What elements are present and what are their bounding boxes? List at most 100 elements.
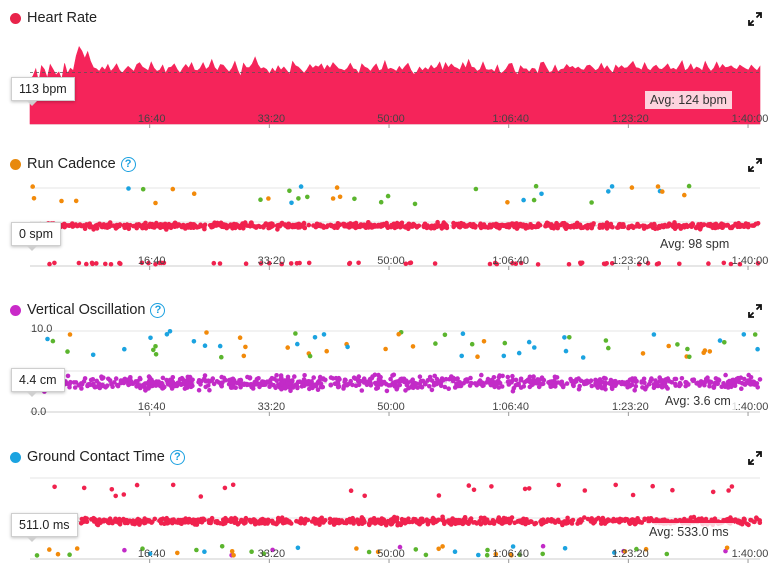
- data-point: [194, 547, 199, 553]
- data-point: [378, 199, 384, 205]
- x-tick-label: 16:40: [138, 255, 166, 267]
- data-point: [502, 340, 508, 346]
- x-tick-label: 1:23:20: [612, 548, 649, 560]
- expand-icon[interactable]: [748, 12, 762, 26]
- vertical-oscillation-panel: Vertical Oscillation ? 16:40 33:20 50:00 1:…: [0, 300, 770, 425]
- ground-contact-time-title: Ground Contact Time ?: [10, 447, 185, 467]
- data-point: [460, 331, 466, 336]
- data-point: [60, 222, 65, 228]
- data-point: [353, 220, 359, 226]
- data-point: [298, 184, 304, 189]
- data-point: [463, 377, 468, 383]
- data-point: [635, 516, 640, 521]
- data-point: [394, 379, 400, 384]
- data-point: [755, 385, 760, 390]
- data-point: [278, 377, 283, 382]
- data-point: [347, 260, 353, 266]
- data-point: [174, 224, 180, 229]
- data-point: [362, 377, 367, 382]
- data-point: [726, 380, 732, 385]
- data-point: [258, 197, 263, 202]
- data-point: [230, 380, 235, 386]
- x-tick-label: 16:40: [138, 113, 166, 125]
- data-point: [549, 222, 554, 227]
- data-point: [65, 349, 70, 354]
- data-point: [562, 546, 568, 551]
- data-point: [249, 549, 254, 554]
- data-point: [346, 381, 351, 387]
- expand-icon[interactable]: [748, 158, 762, 172]
- data-point: [431, 516, 436, 522]
- data-point: [494, 261, 500, 267]
- data-point: [237, 224, 243, 230]
- data-point: [231, 553, 236, 558]
- data-point: [439, 517, 445, 523]
- data-point: [685, 346, 690, 352]
- help-icon[interactable]: ?: [150, 302, 166, 318]
- data-point: [206, 383, 211, 388]
- expand-icon[interactable]: [748, 451, 762, 465]
- data-point: [254, 376, 260, 382]
- expand-icon[interactable]: [748, 304, 762, 318]
- data-point: [722, 340, 727, 345]
- data-point: [345, 344, 350, 350]
- data-point: [642, 516, 647, 522]
- data-point: [554, 375, 560, 380]
- data-point: [736, 221, 741, 227]
- data-point: [742, 376, 747, 382]
- data-point: [468, 375, 473, 381]
- data-point: [625, 379, 630, 385]
- data-point: [392, 225, 398, 231]
- data-point: [506, 379, 512, 384]
- data-point: [629, 382, 635, 387]
- run-cadence-title-text: Run Cadence: [27, 156, 116, 172]
- data-point: [277, 223, 283, 228]
- data-point: [290, 223, 296, 229]
- data-point: [160, 375, 166, 381]
- data-point: [104, 383, 110, 388]
- data-point: [302, 373, 307, 378]
- data-point: [179, 375, 185, 381]
- data-point: [275, 520, 281, 525]
- data-point: [438, 383, 444, 389]
- data-point: [599, 385, 605, 391]
- vertical-oscillation-chart: 16:40 33:20 50:00 1:06:40 1:23:20 1:40:00: [30, 329, 768, 416]
- data-point: [126, 186, 131, 191]
- data-point: [526, 225, 531, 230]
- help-icon[interactable]: ?: [120, 156, 136, 172]
- data-point: [411, 516, 416, 522]
- data-point: [466, 483, 472, 488]
- data-point: [118, 261, 123, 266]
- data-point: [121, 223, 127, 229]
- data-point: [685, 382, 691, 387]
- data-point: [742, 519, 747, 525]
- data-point: [417, 381, 423, 386]
- data-point: [701, 222, 707, 227]
- data-point: [665, 386, 670, 391]
- data-point: [529, 382, 534, 388]
- data-point: [126, 377, 132, 382]
- data-point: [634, 546, 639, 552]
- data-point: [339, 518, 345, 523]
- data-point: [510, 388, 516, 394]
- data-point: [684, 222, 689, 228]
- data-point: [351, 375, 357, 380]
- data-point: [194, 522, 200, 527]
- data-point: [479, 372, 484, 378]
- data-point: [124, 517, 130, 523]
- data-point: [755, 261, 761, 266]
- ground-contact-time-plot: 16:40 33:20 50:00 1:06:40 1:23:20 1:40:00: [0, 475, 770, 567]
- data-point: [710, 489, 716, 495]
- data-point: [679, 376, 685, 381]
- data-point: [379, 222, 384, 227]
- data-point: [179, 224, 185, 230]
- data-point: [555, 380, 561, 385]
- data-point: [183, 226, 188, 231]
- data-point: [106, 520, 112, 526]
- run-cadence-title: Run Cadence ?: [10, 154, 136, 174]
- data-point: [673, 383, 678, 388]
- data-point: [94, 378, 99, 384]
- data-point: [342, 377, 348, 383]
- data-point: [626, 224, 632, 229]
- help-icon[interactable]: ?: [169, 449, 185, 465]
